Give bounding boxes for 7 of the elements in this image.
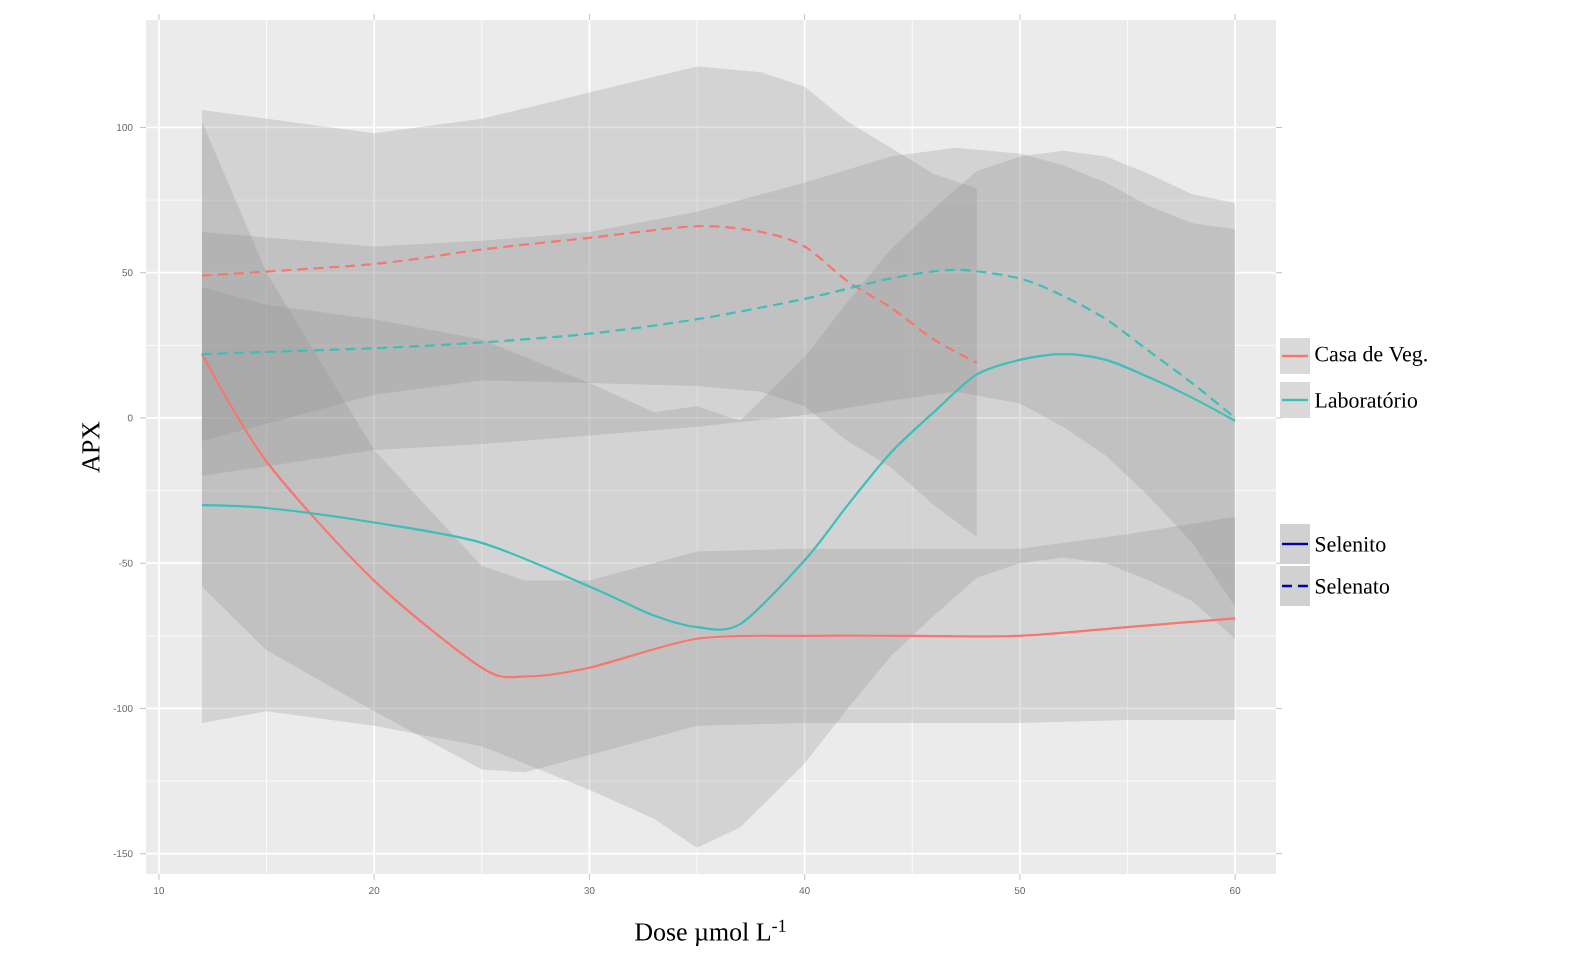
legend-label: Casa de Veg. <box>1315 346 1427 366</box>
text: Selenato <box>1315 578 1390 594</box>
y-axis-title: APX <box>82 421 100 473</box>
text: Selenito <box>1315 536 1386 552</box>
x-axis-title: Dose µmol L$^{-1}$ <box>635 919 786 946</box>
legend-label: Laboratório <box>1315 392 1418 408</box>
line-series <box>200 225 978 364</box>
